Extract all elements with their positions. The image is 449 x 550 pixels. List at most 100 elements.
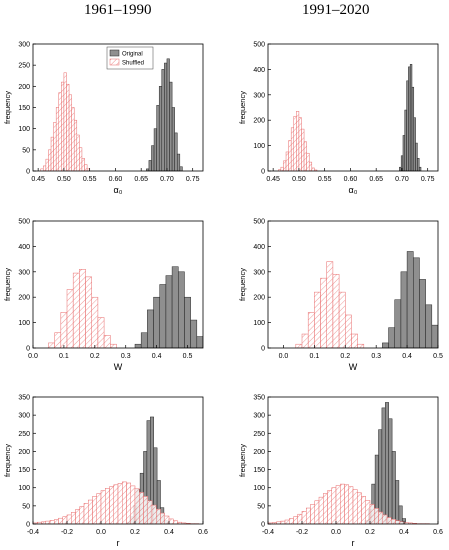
shuffled-bar-6 <box>85 276 92 348</box>
panel-W-1961-1990: 0.0 0.1 0.2 0.3 0.4 0.5 0 100 200 300 400 500 Wfrequ… <box>3 219 204 372</box>
shuffled-bar-3 <box>285 151 289 171</box>
shuffled-bar-4 <box>50 136 54 171</box>
shuffled-bar-8 <box>97 317 105 348</box>
shuffled-bar-19 <box>113 484 119 524</box>
shuffled-bar-23 <box>365 500 371 524</box>
shuffled-bar-4 <box>320 277 327 348</box>
shuffled-bar-15 <box>96 493 102 524</box>
shuffled-bar-7 <box>91 296 99 348</box>
shuffled-bar-3 <box>45 520 51 524</box>
y-tick-label: 100 <box>253 320 265 327</box>
original-bar-0 <box>134 343 142 348</box>
original-bar-9 <box>395 480 400 524</box>
column-title-1961-1990: 1961–1990 <box>84 2 152 18</box>
original-bar-8 <box>391 451 396 524</box>
y-tick-label: 0 <box>261 169 265 176</box>
y-tick-label: 200 <box>253 295 265 302</box>
shuffled-bar-9 <box>103 335 111 348</box>
original-bar-2 <box>147 309 154 348</box>
y-tick-label: 150 <box>253 467 265 474</box>
x-axis-label: W <box>349 362 358 372</box>
shuffled-bar-5 <box>53 122 57 171</box>
original-bar-7 <box>425 304 433 348</box>
shuffled-bar-0 <box>295 343 303 348</box>
y-tick-label: 300 <box>18 269 30 276</box>
shuffled-bar-17 <box>340 483 345 524</box>
shuffled-bar-4 <box>72 272 80 348</box>
shuffled-bar-22 <box>126 482 131 524</box>
shuffled-bar-9 <box>63 72 67 171</box>
shuffled-bar-6 <box>55 107 60 171</box>
original-bar-3 <box>404 109 407 171</box>
x-tick-label: 0.4 <box>152 353 162 360</box>
x-tick-label: 0.0 <box>28 353 38 360</box>
y-tick-label: 250 <box>18 431 30 438</box>
original-bar-12 <box>176 153 181 171</box>
x-tick-label: 0.50 <box>292 176 306 183</box>
y-tick-label: 100 <box>18 485 30 492</box>
y-tick-label: 100 <box>253 485 265 492</box>
shuffled-bar-6 <box>332 274 340 348</box>
plot-frame <box>267 220 439 349</box>
y-tick-label: 0 <box>261 346 265 353</box>
original-bar-8 <box>431 324 438 348</box>
shuffled-bar-5 <box>54 519 59 524</box>
x-tick-label: 0.0 <box>279 353 289 360</box>
original-bar-11 <box>202 345 203 348</box>
x-axis-label: W <box>114 362 123 372</box>
shuffled-bar-5 <box>79 269 86 348</box>
shuffled-bar-13 <box>323 493 328 524</box>
legend-swatch-original <box>109 49 120 57</box>
y-tick-label: 400 <box>18 244 30 251</box>
shuffled-bar-1 <box>301 333 309 348</box>
original-bar-9 <box>415 142 418 171</box>
original-bar-7 <box>178 271 185 348</box>
original-bar-8 <box>166 58 170 171</box>
shuffled-bar-2 <box>60 312 68 348</box>
panel-r-1961-1990: -0.4 -0.2 0.0 0.2 0.4 0.6 0 50 100 150 200 250 300 35… <box>3 395 208 549</box>
shuffled-bar-14 <box>76 134 80 171</box>
shuffled-bar-7 <box>62 516 68 524</box>
legend: Original Shuffled <box>106 46 154 70</box>
original-bar-4 <box>406 80 409 171</box>
shuffled-bar-12 <box>318 496 324 524</box>
shuffled-bar-4 <box>288 140 292 171</box>
bars <box>40 58 183 171</box>
x-tick-label: 0.70 <box>395 176 409 183</box>
shuffled-bar-16 <box>335 485 341 524</box>
shuffled-bar-15 <box>331 487 337 524</box>
shuffled-bar-8 <box>66 514 72 524</box>
shuffled-bar-5 <box>290 127 295 171</box>
y-tick-label: 200 <box>18 84 30 91</box>
y-tick-label: 200 <box>253 118 265 125</box>
y-axis-label: frequency <box>238 91 247 124</box>
original-bar-8 <box>413 117 416 171</box>
shuffled-bar-10 <box>110 343 117 348</box>
shuffled-bar-8 <box>301 511 307 524</box>
y-tick-label: 0 <box>26 346 30 353</box>
shuffled-bar-2 <box>283 160 287 171</box>
plot-frame <box>267 43 439 172</box>
y-tick-label: 250 <box>253 431 265 438</box>
shuffled-bar-4 <box>284 519 290 524</box>
y-tick-label: 300 <box>253 413 265 420</box>
shuffled-bar-3 <box>48 149 52 171</box>
shuffled-bar-9 <box>71 512 76 524</box>
shuffled-bar-10 <box>357 343 365 348</box>
original-bar-9 <box>437 337 438 348</box>
y-tick-label: 100 <box>18 126 30 133</box>
shuffled-bar-25 <box>139 492 144 524</box>
shuffled-bar-23 <box>130 485 136 524</box>
y-tick-label: 300 <box>253 92 265 99</box>
x-tick-label: 0.6 <box>433 529 443 536</box>
shuffled-bar-26 <box>378 511 383 524</box>
original-bar-5 <box>381 407 386 524</box>
x-tick-label: 0.70 <box>160 176 174 183</box>
x-tick-label: 0.5 <box>433 353 443 360</box>
x-tick-label: 0.4 <box>402 353 412 360</box>
original-bar-13 <box>179 166 183 171</box>
shuffled-bar-16 <box>100 490 106 524</box>
shuffled-bar-25 <box>374 508 379 524</box>
x-tick-label: 0.0 <box>96 529 106 536</box>
original-bar-0 <box>382 342 389 348</box>
